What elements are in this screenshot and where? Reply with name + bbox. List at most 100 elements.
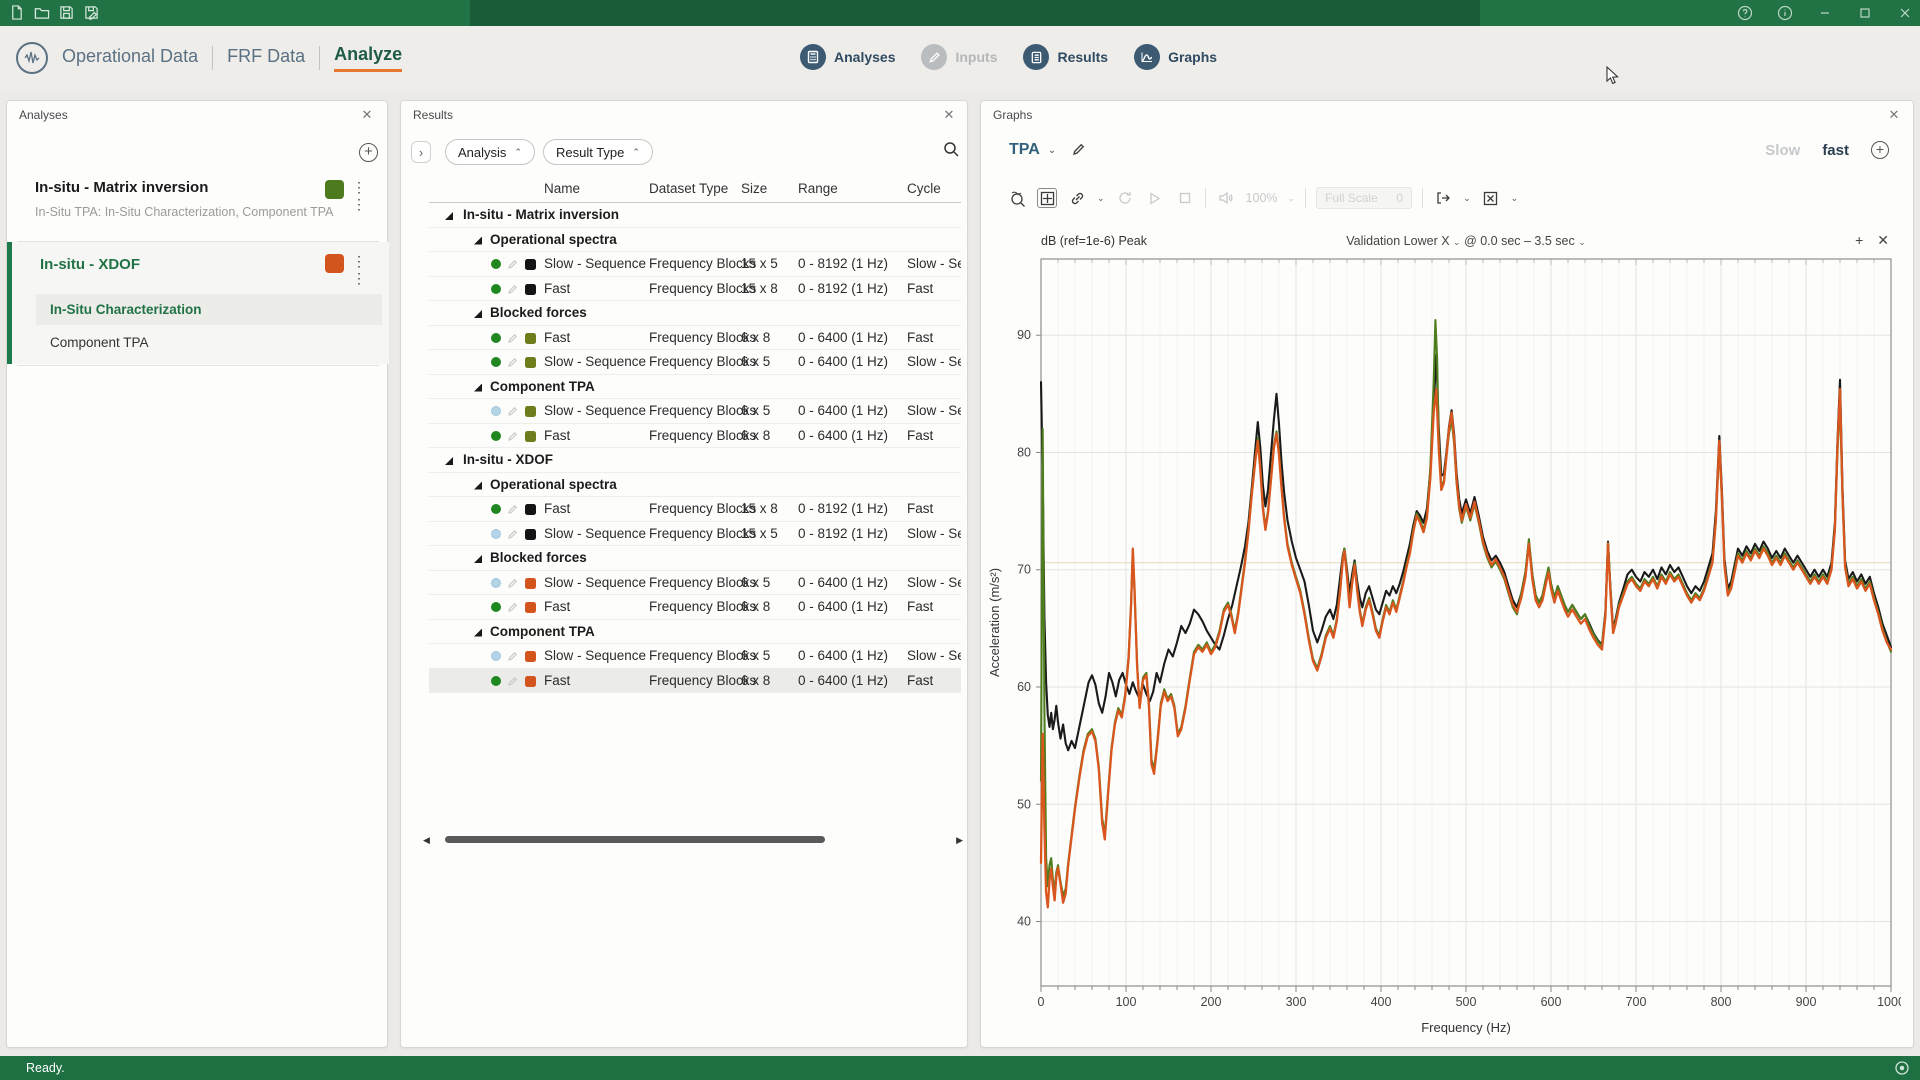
column-header-cycle[interactable]: Cycle xyxy=(907,181,941,196)
results-group-row[interactable]: Blocked forces xyxy=(429,546,961,571)
analysis-step-in-situ-characterization[interactable]: In-Situ Characterization xyxy=(36,294,382,325)
remove-curve-icon[interactable]: ✕ xyxy=(1877,232,1889,248)
results-data-row[interactable]: Fast Frequency Blocks 6 x 8 0 - 6400 (1 Hz)… xyxy=(429,326,961,350)
filter-result-type-dropdown[interactable]: Result Type ⌃ xyxy=(542,139,653,165)
kebab-menu-icon[interactable]: ⋮ ⋮ xyxy=(352,179,366,212)
scroll-left-icon[interactable]: ◀ xyxy=(423,835,430,845)
info-icon[interactable] xyxy=(1776,4,1794,22)
search-icon[interactable] xyxy=(943,141,960,161)
tree-expand-icon[interactable] xyxy=(474,481,482,490)
status-bar: Ready. xyxy=(0,1056,1920,1080)
tab-operational-data[interactable]: Operational Data xyxy=(62,45,199,66)
scrollbar-thumb[interactable] xyxy=(445,836,825,843)
analyses-view-button[interactable]: Analyses xyxy=(800,44,895,70)
results-data-row[interactable]: Fast Frequency Blocks 6 x 8 0 - 6400 (1 Hz)… xyxy=(429,424,961,448)
zoom-tool-icon[interactable] xyxy=(1007,188,1027,208)
results-group-row[interactable]: Component TPA xyxy=(429,620,961,644)
column-header-range[interactable]: Range xyxy=(798,181,838,196)
pencil-pin-icon xyxy=(507,503,519,518)
close-icon[interactable]: ✕ xyxy=(943,107,955,122)
tree-expand-icon[interactable] xyxy=(445,457,453,465)
curve-color-swatch xyxy=(525,602,536,613)
export-icon[interactable] xyxy=(1433,188,1453,208)
graph-tab-fast[interactable]: fast xyxy=(1822,141,1849,159)
scroll-right-icon[interactable]: ▶ xyxy=(956,835,963,845)
open-folder-icon[interactable] xyxy=(33,4,50,21)
collapse-panel-button[interactable]: › xyxy=(411,141,431,163)
svg-text:Frequency (Hz): Frequency (Hz) xyxy=(1421,1020,1511,1035)
horizontal-scrollbar[interactable]: ◀ ▶ xyxy=(423,835,963,845)
results-data-row[interactable]: Fast Frequency Blocks 15 x 8 0 - 8192 (1 Hz… xyxy=(429,497,961,522)
analysis-item-matrix-inversion[interactable]: In-situ - Matrix inversion In-Situ TPA: … xyxy=(7,171,389,241)
results-group-row[interactable]: Component TPA xyxy=(429,375,961,399)
tree-expand-icon[interactable] xyxy=(474,310,482,318)
cell-dataset-type: Frequency Blocks xyxy=(649,256,757,271)
tree-expand-icon[interactable] xyxy=(474,236,482,245)
results-group-row[interactable]: Operational spectra xyxy=(429,473,961,497)
chevron-down-icon[interactable]: ⌄ xyxy=(1463,192,1471,203)
validation-dropdown-label[interactable]: Validation Lower X xyxy=(1346,234,1450,248)
tree-expand-icon[interactable] xyxy=(474,383,482,392)
results-group-row[interactable]: In-situ - Matrix inversion xyxy=(429,203,961,228)
tree-expand-icon[interactable] xyxy=(474,628,482,637)
tpa-chart-svg: 0 100 200 300 400 500 600 700 800 900 1000 40 50 60 70… xyxy=(987,258,1905,1035)
chart-dataset-selector[interactable]: Validation Lower X ⌄ @ 0.0 sec – 3.5 sec… xyxy=(1041,234,1891,248)
maximize-button[interactable] xyxy=(1856,4,1874,22)
add-analysis-button[interactable]: + xyxy=(359,143,378,162)
close-icon[interactable]: ✕ xyxy=(1888,107,1900,122)
curve-icon xyxy=(1134,44,1161,70)
minimize-button[interactable] xyxy=(1816,4,1834,22)
results-data-row[interactable]: Slow - Sequence Frequency Blocks 6 x 5 0 - … xyxy=(429,644,961,669)
analysis-color-swatch[interactable] xyxy=(325,180,344,199)
cell-size: 6 x 8 xyxy=(741,329,771,345)
add-graph-tab-button[interactable]: + xyxy=(1871,141,1889,159)
clear-selection-icon[interactable] xyxy=(1481,188,1501,208)
chevron-down-icon[interactable]: ⌄ xyxy=(1047,144,1057,156)
column-header-size[interactable]: Size xyxy=(741,181,768,196)
results-group-row[interactable]: Blocked forces xyxy=(429,301,961,326)
edit-layout-pencil-icon[interactable] xyxy=(1072,142,1086,159)
save-icon[interactable] xyxy=(58,4,75,21)
layout-name-dropdown[interactable]: TPA xyxy=(1009,141,1040,158)
results-group-row[interactable]: Operational spectra xyxy=(429,228,961,252)
tab-analyze[interactable]: Analyze xyxy=(334,44,403,72)
column-header-dataset-type[interactable]: Dataset Type xyxy=(649,181,729,196)
new-file-icon[interactable] xyxy=(8,4,25,21)
results-group-row[interactable]: In-situ - XDOF xyxy=(429,448,961,473)
filter-analysis-dropdown[interactable]: Analysis ⌃ xyxy=(445,139,535,165)
analysis-step-component-tpa[interactable]: Component TPA xyxy=(36,327,382,358)
add-curve-icon[interactable]: + xyxy=(1855,232,1864,248)
kebab-menu-icon[interactable]: ⋮ ⋮ xyxy=(352,253,366,286)
link-axes-icon[interactable] xyxy=(1067,188,1087,208)
tree-expand-icon[interactable] xyxy=(445,212,453,220)
results-data-row[interactable]: Fast Frequency Blocks 6 x 8 0 - 6400 (1 Hz)… xyxy=(429,595,961,620)
tree-expand-icon[interactable] xyxy=(474,555,482,563)
chart-header: dB (ref=1e-6) Peak Validation Lower X ⌄ … xyxy=(1041,231,1891,253)
chevron-down-icon[interactable]: ⌄ xyxy=(1097,192,1105,203)
graph-tab-slow[interactable]: Slow xyxy=(1765,141,1801,159)
save-as-icon[interactable] xyxy=(83,4,100,21)
graphs-view-button[interactable]: Graphs xyxy=(1134,44,1217,70)
column-header-name[interactable]: Name xyxy=(544,181,581,196)
results-data-row[interactable]: Fast Frequency Blocks 6 x 8 0 - 6400 (1 Hz)… xyxy=(429,668,961,693)
analysis-color-swatch[interactable] xyxy=(325,254,344,273)
cell-size: 6 x 5 xyxy=(741,574,771,590)
results-data-row[interactable]: Fast Frequency Blocks 15 x 8 0 - 8192 (1 Hz… xyxy=(429,277,961,301)
results-data-row[interactable]: Slow - Sequence Frequency Blocks 15 x 5 0 -… xyxy=(429,522,961,546)
pencil-pin-icon xyxy=(507,430,519,445)
results-data-row[interactable]: Slow - Sequence Frequency Blocks 6 x 5 0 - … xyxy=(429,350,961,375)
results-view-button[interactable]: Results xyxy=(1023,44,1108,70)
chevron-down-icon[interactable]: ⌄ xyxy=(1510,192,1519,203)
results-data-row[interactable]: Slow - Sequence Frequency Blocks 6 x 5 0 - … xyxy=(429,399,961,424)
status-dot-icon xyxy=(491,259,501,269)
help-icon[interactable] xyxy=(1736,4,1754,22)
cursor-tool-icon[interactable] xyxy=(1037,188,1057,208)
close-window-button[interactable] xyxy=(1896,4,1914,22)
analysis-item-xdof[interactable]: In-situ - XDOF ⋮ ⋮ In-Situ Characterizati… xyxy=(7,242,389,364)
tab-frf-data[interactable]: FRF Data xyxy=(227,45,306,66)
time-range-label[interactable]: @ 0.0 sec – 3.5 sec xyxy=(1464,234,1575,248)
results-data-row[interactable]: Slow - Sequence Frequency Blocks 15 x 5 0 -… xyxy=(429,252,961,277)
results-data-row[interactable]: Slow - Sequence Frequency Blocks 6 x 5 0 - … xyxy=(429,571,961,595)
close-icon[interactable]: ✕ xyxy=(361,107,373,122)
tpa-chart[interactable]: 0 100 200 300 400 500 600 700 800 900 1000 40 50 60 70… xyxy=(985,253,1905,1045)
